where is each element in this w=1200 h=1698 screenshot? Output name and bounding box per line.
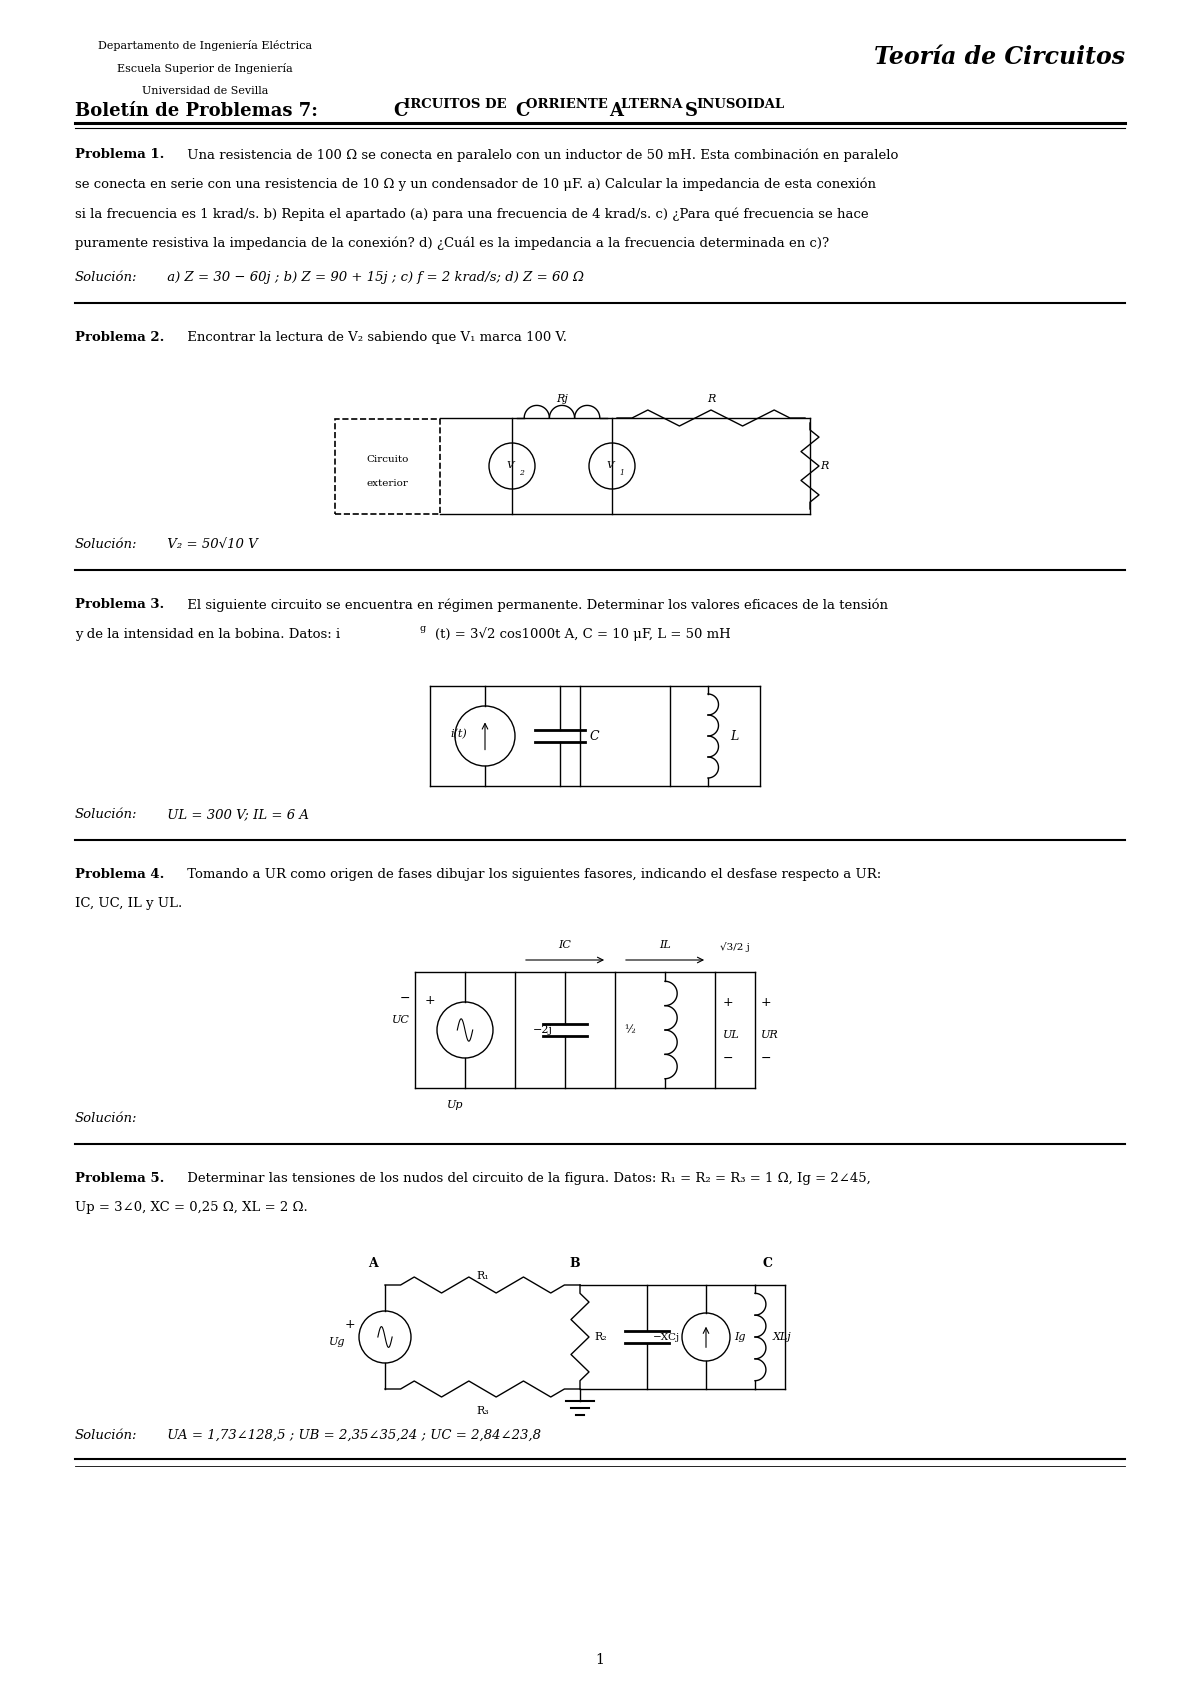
Text: IC: IC: [558, 941, 571, 949]
Text: se conecta en serie con una resistencia de 10 Ω y un condensador de 10 μF. a) Ca: se conecta en serie con una resistencia …: [74, 178, 876, 190]
Text: C: C: [394, 102, 407, 121]
Text: Problema 5.: Problema 5.: [74, 1172, 164, 1185]
Text: S: S: [685, 102, 698, 121]
Text: −XCj: −XCj: [653, 1333, 679, 1341]
Text: IC, UC, IL y UL.: IC, UC, IL y UL.: [74, 898, 182, 910]
Text: Universidad de Sevilla: Universidad de Sevilla: [142, 87, 268, 97]
Text: g: g: [420, 623, 426, 632]
Text: El siguiente circuito se encuentra en régimen permanente. Determinar los valores: El siguiente circuito se encuentra en ré…: [182, 598, 888, 611]
Text: i(t): i(t): [450, 728, 467, 739]
Text: A: A: [610, 102, 623, 121]
Text: y de la intensidad en la bobina. Datos: i: y de la intensidad en la bobina. Datos: …: [74, 628, 340, 640]
Text: −2j: −2j: [533, 1026, 553, 1036]
Text: INUSOIDAL: INUSOIDAL: [696, 98, 785, 110]
Text: C: C: [762, 1257, 772, 1270]
Text: Ug: Ug: [329, 1336, 346, 1347]
Text: Solución:: Solución:: [74, 1112, 138, 1126]
Bar: [335, 419, 440, 514]
Text: C: C: [590, 730, 600, 742]
Text: 1: 1: [595, 1652, 605, 1667]
Text: −: −: [761, 1051, 772, 1065]
Text: L: L: [730, 730, 738, 742]
Text: V₂ = 50√10 V: V₂ = 50√10 V: [163, 538, 258, 550]
Text: IL: IL: [659, 941, 671, 949]
Text: Determinar las tensiones de los nudos del circuito de la figura. Datos: R₁ = R₂ : Determinar las tensiones de los nudos de…: [182, 1172, 871, 1185]
Text: Problema 3.: Problema 3.: [74, 598, 164, 611]
Text: +: +: [722, 995, 733, 1009]
Text: (t) = 3√2 cos1000t A, C = 10 μF, L = 50 mH: (t) = 3√2 cos1000t A, C = 10 μF, L = 50 …: [434, 628, 731, 642]
Text: +: +: [344, 1319, 355, 1331]
Text: Solución:: Solución:: [74, 808, 138, 822]
Text: Up = 3∠0, XC = 0,25 Ω, XL = 2 Ω.: Up = 3∠0, XC = 0,25 Ω, XL = 2 Ω.: [74, 1202, 307, 1214]
Text: Rj: Rj: [556, 394, 568, 404]
Text: C: C: [515, 102, 529, 121]
Text: Circuito: Circuito: [366, 455, 409, 464]
Text: IRCUITOS DE: IRCUITOS DE: [404, 98, 511, 110]
Text: UR: UR: [761, 1031, 779, 1039]
Text: Una resistencia de 100 Ω se conecta en paralelo con un inductor de 50 mH. Esta c: Una resistencia de 100 Ω se conecta en p…: [182, 148, 899, 161]
Text: −: −: [400, 992, 410, 1005]
Text: LTERNA: LTERNA: [620, 98, 686, 110]
Text: V: V: [606, 460, 613, 470]
Text: Up: Up: [446, 1100, 463, 1110]
Text: Solución:: Solución:: [74, 1430, 138, 1442]
Text: Ig: Ig: [734, 1331, 745, 1341]
Text: UA = 1,73∠128,5 ; UB = 2,35∠35,24 ; UC = 2,84∠23,8: UA = 1,73∠128,5 ; UB = 2,35∠35,24 ; UC =…: [163, 1430, 541, 1442]
Text: R₃: R₃: [476, 1406, 488, 1416]
Text: B: B: [570, 1257, 581, 1270]
Text: +: +: [761, 995, 772, 1009]
Text: Teoría de Circuitos: Teoría de Circuitos: [874, 46, 1126, 70]
Text: Boletín de Problemas 7:: Boletín de Problemas 7:: [74, 102, 324, 121]
Text: √3/2 j: √3/2 j: [720, 942, 750, 953]
Text: Encontrar la lectura de V₂ sabiendo que V₁ marca 100 V.: Encontrar la lectura de V₂ sabiendo que …: [182, 331, 568, 345]
Text: R: R: [707, 394, 715, 404]
Text: Escuela Superior de Ingeniería: Escuela Superior de Ingeniería: [118, 63, 293, 75]
Text: Departamento de Ingeniería Eléctrica: Departamento de Ingeniería Eléctrica: [98, 41, 312, 51]
Text: 2: 2: [520, 469, 524, 477]
Text: −: −: [722, 1051, 733, 1065]
Text: R₂: R₂: [594, 1331, 607, 1341]
Text: Problema 4.: Problema 4.: [74, 868, 164, 881]
Text: a) Z = 30 − 60j ; b) Z = 90 + 15j ; c) f = 2 krad/s; d) Z = 60 Ω: a) Z = 30 − 60j ; b) Z = 90 + 15j ; c) f…: [163, 272, 584, 284]
Text: Problema 2.: Problema 2.: [74, 331, 164, 345]
Text: Solución:: Solución:: [74, 272, 138, 284]
Text: Problema 1.: Problema 1.: [74, 148, 164, 161]
Text: ORRIENTE: ORRIENTE: [527, 98, 613, 110]
Text: ½: ½: [624, 1026, 635, 1036]
Text: UL = 300 V; IL = 6 A: UL = 300 V; IL = 6 A: [163, 808, 310, 822]
Text: R₁: R₁: [476, 1272, 488, 1280]
Text: Solución:: Solución:: [74, 538, 138, 550]
Text: 1: 1: [619, 469, 624, 477]
Text: exterior: exterior: [366, 479, 408, 487]
Text: si la frecuencia es 1 krad/s. b) Repita el apartado (a) para una frecuencia de 4: si la frecuencia es 1 krad/s. b) Repita …: [74, 207, 869, 221]
Text: A: A: [368, 1257, 378, 1270]
Text: UC: UC: [392, 1015, 410, 1026]
Text: puramente resistiva la impedancia de la conexión? d) ¿Cuál es la impedancia a la: puramente resistiva la impedancia de la …: [74, 236, 829, 250]
Text: Tomando a UR como origen de fases dibujar los siguientes fasores, indicando el d: Tomando a UR como origen de fases dibuja…: [182, 868, 881, 881]
Text: XLj: XLj: [773, 1331, 792, 1341]
Text: V: V: [506, 460, 514, 470]
Text: UL: UL: [722, 1031, 739, 1039]
Text: R: R: [820, 460, 828, 470]
Text: +: +: [425, 993, 436, 1007]
